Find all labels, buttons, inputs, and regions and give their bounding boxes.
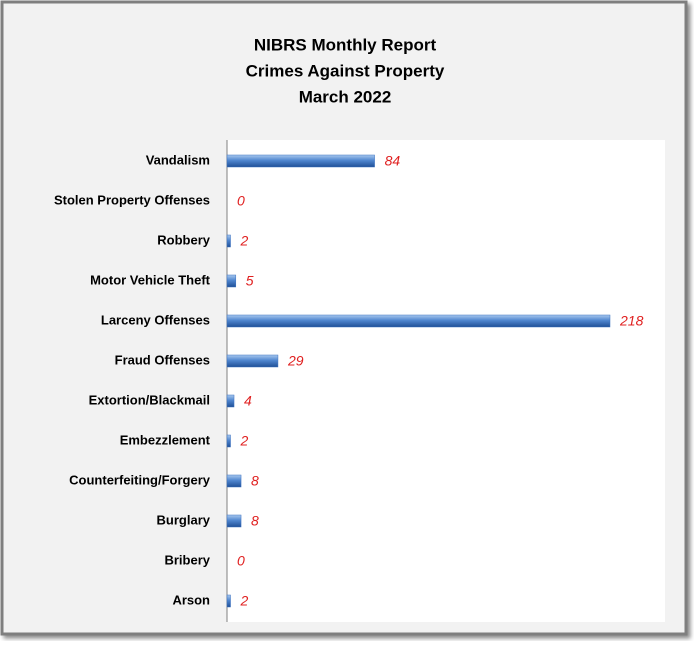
- category-label: Motor Vehicle Theft: [90, 272, 211, 287]
- value-label: 29: [287, 353, 304, 369]
- bar: [226, 394, 235, 408]
- value-label: 0: [237, 553, 245, 569]
- category-label: Bribery: [164, 552, 210, 567]
- bar: [226, 514, 242, 528]
- value-label: 8: [251, 473, 259, 489]
- category-label: Larceny Offenses: [101, 312, 210, 327]
- bar: [226, 234, 231, 248]
- bar: [226, 434, 231, 448]
- category-label: Embezzlement: [120, 432, 211, 447]
- value-label: 2: [240, 233, 249, 249]
- bar: [226, 314, 611, 328]
- value-label: 4: [244, 393, 252, 409]
- chart-title: NIBRS Monthly Report: [254, 35, 437, 54]
- bar: [226, 354, 279, 368]
- category-label: Vandalism: [146, 152, 210, 167]
- category-label: Stolen Property Offenses: [54, 192, 210, 207]
- chart-title: March 2022: [299, 87, 392, 106]
- bar: [226, 594, 231, 608]
- chart-title: Crimes Against Property: [246, 61, 445, 80]
- plot-area: [227, 140, 665, 622]
- value-label: 0: [237, 193, 245, 209]
- value-label: 8: [251, 513, 259, 529]
- category-label: Arson: [172, 592, 210, 607]
- bar: [226, 154, 375, 168]
- value-label: 2: [240, 593, 249, 609]
- category-label: Burglary: [157, 512, 211, 527]
- value-label: 5: [246, 273, 254, 289]
- bar: [226, 274, 237, 288]
- bar: [226, 474, 242, 488]
- value-label: 218: [619, 313, 644, 329]
- category-label: Robbery: [157, 232, 211, 247]
- category-label: Extortion/Blackmail: [89, 392, 210, 407]
- value-label: 2: [240, 433, 249, 449]
- category-label: Fraud Offenses: [115, 352, 210, 367]
- value-label: 84: [385, 153, 401, 169]
- category-label: Counterfeiting/Forgery: [69, 472, 211, 487]
